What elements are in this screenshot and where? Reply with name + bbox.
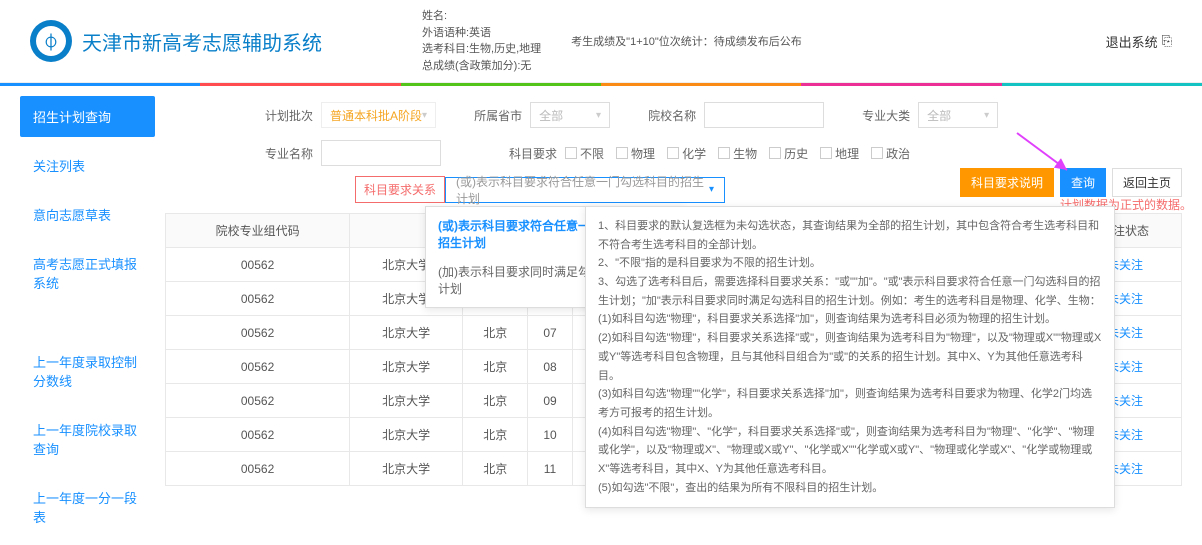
checkbox-icon	[769, 147, 781, 159]
school-input[interactable]	[704, 102, 824, 128]
subject-desc-tooltip: 1、科目要求的默认复选框为未勾选状态，其查询结果为全部的招生计划，其中包含符合考…	[585, 206, 1115, 508]
subject-checkbox-4[interactable]: 历史	[769, 145, 808, 162]
sidebar-history-item-0[interactable]: 上一年度录取控制分数线	[20, 341, 155, 401]
checkbox-icon	[718, 147, 730, 159]
desc-button[interactable]: 科目要求说明	[960, 168, 1054, 197]
logout-button[interactable]: 退出系统 ⎘	[1106, 32, 1172, 51]
student-lang: 外语语种:英语	[422, 25, 541, 42]
chevron-down-icon: ▾	[709, 184, 714, 195]
major-cat-select[interactable]: 全部▾	[918, 102, 998, 128]
main-panel: 计划批次 普通本科批A阶段▾ 所属省市 全部▾ 院校名称 专业大类 全部▾ 专业…	[165, 96, 1182, 545]
logout-icon: ⎘	[1162, 33, 1172, 49]
major-label: 专业名称	[265, 145, 313, 162]
sidebar-item-1[interactable]: 关注列表	[20, 145, 155, 186]
table-header-0: 院校专业组代码	[166, 214, 350, 248]
major-input[interactable]	[321, 140, 441, 166]
sidebar-item-0[interactable]: 招生计划查询	[20, 96, 155, 137]
header: ⏀ 天津市新高考志愿辅助系统 姓名: 外语语种:英语 选考科目:生物,历史,地理…	[0, 0, 1202, 83]
relation-select[interactable]: (或)表示科目要求符合任意一门勾选科目的招生计划 ▾	[445, 177, 725, 203]
relation-label: 科目要求关系	[355, 176, 445, 203]
rainbow-divider	[0, 83, 1202, 86]
filter-row-1: 计划批次 普通本科批A阶段▾ 所属省市 全部▾ 院校名称 专业大类 全部▾	[165, 96, 1182, 134]
logo-icon: ⏀	[30, 20, 72, 62]
checkbox-icon	[616, 147, 628, 159]
system-title: 天津市新高考志愿辅助系统	[82, 27, 322, 56]
batch-select[interactable]: 普通本科批A阶段▾	[321, 102, 436, 128]
student-total: 总成绩(含政策加分):无	[422, 58, 541, 75]
province-select[interactable]: 全部▾	[530, 102, 610, 128]
subject-checkbox-5[interactable]: 地理	[820, 145, 859, 162]
subject-req-label: 科目要求	[509, 145, 557, 162]
student-subjects: 选考科目:生物,历史,地理	[422, 41, 541, 58]
button-row: 科目要求说明 查询 返回主页	[960, 168, 1182, 197]
sidebar-item-2[interactable]: 意向志愿草表	[20, 194, 155, 235]
subject-checkbox-0[interactable]: 不限	[565, 145, 604, 162]
sidebar-history-item-1[interactable]: 上一年度院校录取查询	[20, 409, 155, 469]
subject-checkbox-group: 不限物理化学生物历史地理政治	[565, 145, 910, 162]
student-name: 姓名:	[422, 8, 541, 25]
logo-block: ⏀ 天津市新高考志愿辅助系统	[30, 20, 322, 62]
major-cat-label: 专业大类	[862, 107, 910, 124]
checkbox-icon	[871, 147, 883, 159]
query-button[interactable]: 查询	[1060, 168, 1106, 197]
sidebar: 招生计划查询关注列表意向志愿草表高考志愿正式填报系统上一年度录取控制分数线上一年…	[20, 96, 155, 545]
chevron-down-icon: ▾	[422, 110, 427, 121]
subject-checkbox-3[interactable]: 生物	[718, 145, 757, 162]
sidebar-item-3[interactable]: 高考志愿正式填报系统	[20, 243, 155, 303]
subject-checkbox-1[interactable]: 物理	[616, 145, 655, 162]
chevron-down-icon: ▾	[984, 110, 989, 121]
subject-checkbox-2[interactable]: 化学	[667, 145, 706, 162]
checkbox-icon	[667, 147, 679, 159]
logout-label: 退出系统	[1106, 32, 1158, 51]
checkbox-icon	[820, 147, 832, 159]
subject-checkbox-6[interactable]: 政治	[871, 145, 910, 162]
sidebar-history-item-2[interactable]: 上一年度一分一段表	[20, 477, 155, 537]
home-button[interactable]: 返回主页	[1112, 168, 1182, 197]
province-label: 所属省市	[474, 107, 522, 124]
score-info: 考生成绩及"1+10"位次统计：待成绩发布后公布	[571, 33, 802, 49]
filter-row-2: 专业名称 科目要求 不限物理化学生物历史地理政治	[165, 134, 1182, 172]
batch-label: 计划批次	[265, 107, 313, 124]
checkbox-icon	[565, 147, 577, 159]
student-info: 姓名: 外语语种:英语 选考科目:生物,历史,地理 总成绩(含政策加分):无	[422, 8, 541, 74]
chevron-down-icon: ▾	[596, 110, 601, 121]
school-label: 院校名称	[648, 107, 696, 124]
